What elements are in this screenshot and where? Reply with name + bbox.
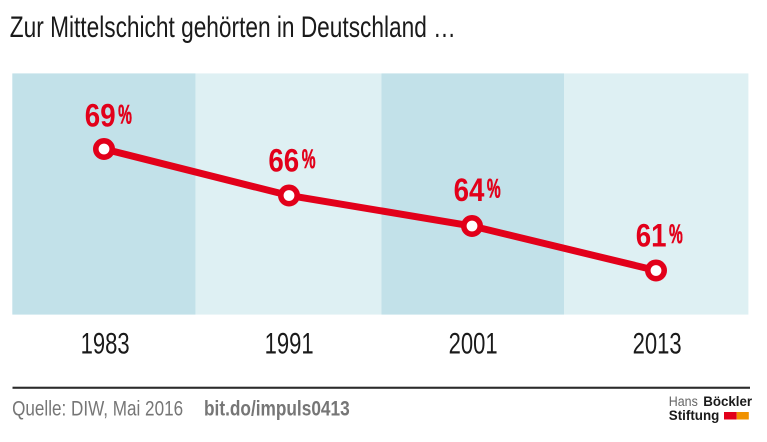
svg-text:64%: 64%	[454, 172, 501, 208]
svg-text:2001: 2001	[449, 329, 498, 361]
svg-text:2013: 2013	[633, 329, 682, 361]
svg-text:Zur Mittelschicht gehörten in: Zur Mittelschicht gehörten in Deutschlan…	[10, 12, 456, 44]
svg-text:61%: 61%	[636, 218, 683, 254]
svg-text:1983: 1983	[81, 329, 130, 361]
svg-text:Stiftung: Stiftung	[669, 408, 720, 423]
svg-text:bit.do/impuls0413: bit.do/impuls0413	[204, 395, 350, 420]
svg-text:66%: 66%	[268, 143, 315, 179]
svg-text:1991: 1991	[265, 329, 314, 361]
svg-text:Quelle: DIW, Mai 2016: Quelle: DIW, Mai 2016	[12, 395, 183, 420]
svg-text:69%: 69%	[85, 98, 132, 134]
svg-text:Böckler: Böckler	[703, 394, 753, 409]
svg-text:Hans: Hans	[669, 394, 698, 409]
